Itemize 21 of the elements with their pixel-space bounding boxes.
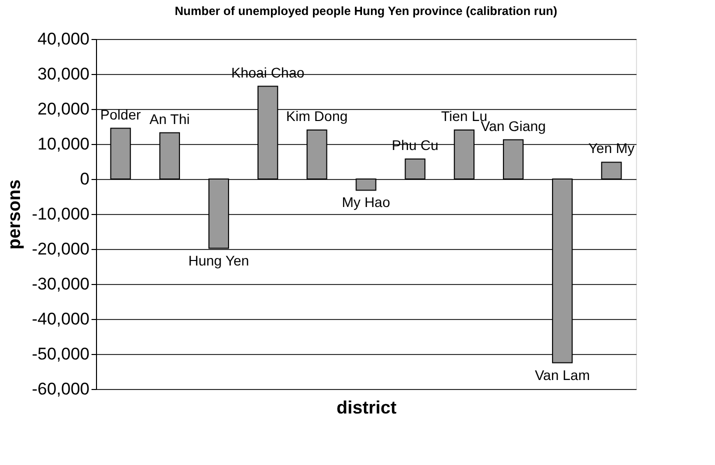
x-tick-label: Kim Dong bbox=[286, 108, 348, 124]
x-axis-title: district bbox=[336, 398, 397, 418]
y-tick-label: 20,000 bbox=[38, 100, 90, 118]
y-tick-label: 0 bbox=[80, 170, 90, 188]
chart-title: Number of unemployed people Hung Yen province (calibration run) bbox=[174, 4, 558, 18]
y-tick-label: -40,000 bbox=[32, 310, 90, 328]
x-tick-label: Yen My bbox=[588, 140, 635, 156]
x-tick-label: My Hao bbox=[342, 194, 390, 210]
y-tick-label: -10,000 bbox=[32, 204, 90, 224]
x-tick-label: Hung Yen bbox=[188, 252, 250, 268]
x-tick-label: Van Lam bbox=[534, 366, 590, 383]
y-tick-label: -20,000 bbox=[32, 240, 90, 258]
y-tick-label: -60,000 bbox=[32, 380, 90, 398]
x-tick-label: Polder bbox=[100, 106, 142, 122]
y-tick-label: 40,000 bbox=[38, 30, 90, 48]
y-tick-label: 30,000 bbox=[38, 64, 90, 84]
x-tick-label: An Thi bbox=[150, 110, 190, 127]
y-axis-title: persons bbox=[4, 179, 24, 250]
y-tick-label: -50,000 bbox=[32, 344, 90, 364]
y-tick-label: -30,000 bbox=[32, 274, 90, 294]
y-tick-label: 10,000 bbox=[38, 134, 90, 154]
